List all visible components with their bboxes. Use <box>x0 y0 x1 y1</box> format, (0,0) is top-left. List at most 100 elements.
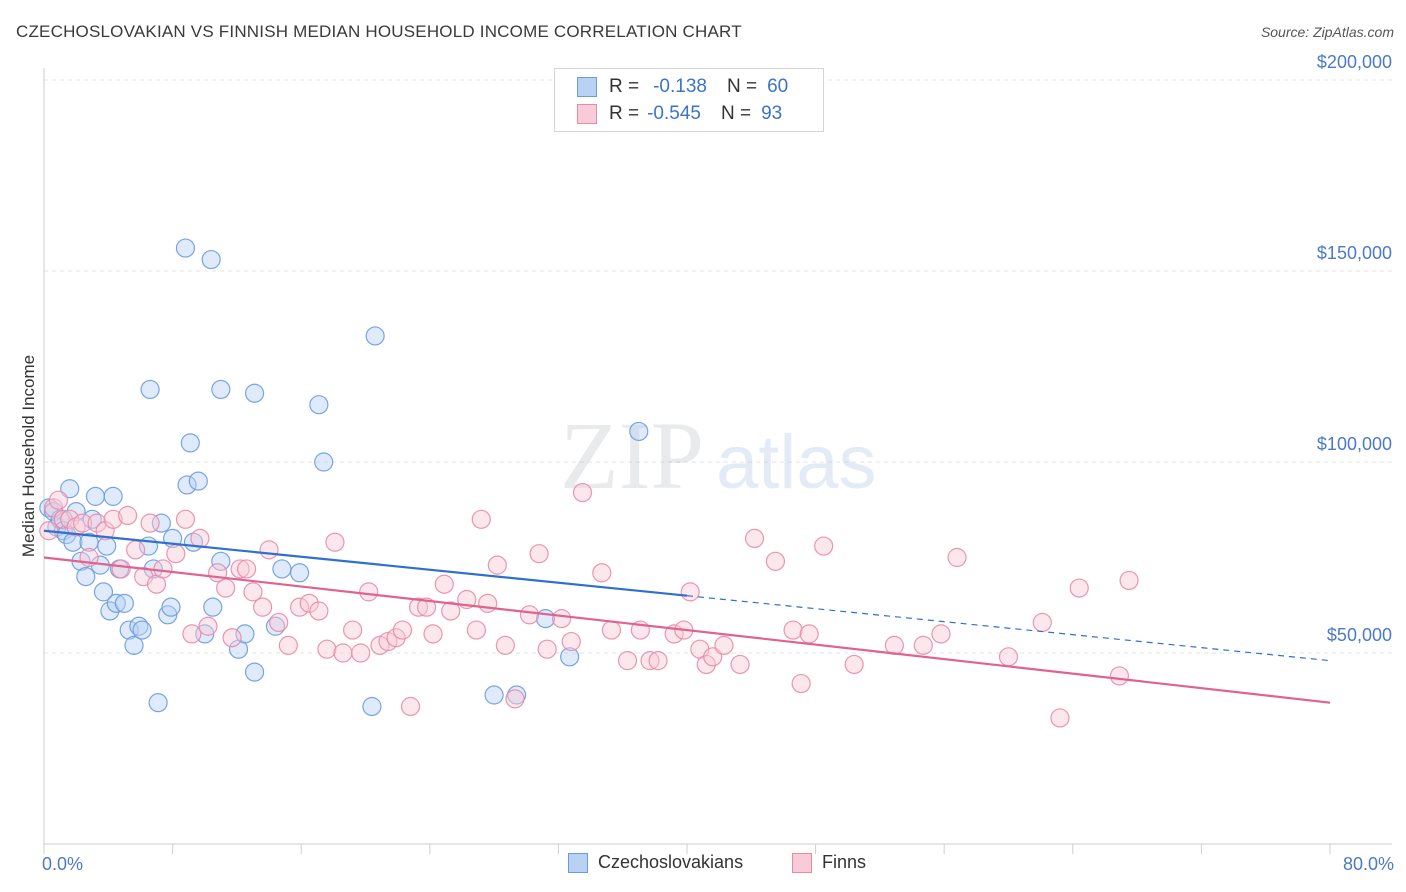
bottom-legend-czechoslovakians[interactable]: Czechoslovakians <box>568 852 743 873</box>
data-point <box>629 421 649 442</box>
data-point <box>1032 612 1052 633</box>
data-point <box>1109 666 1130 686</box>
data-point <box>85 486 106 506</box>
data-point <box>529 544 549 564</box>
data-point <box>680 582 700 602</box>
legend-n-label: N = <box>726 76 758 97</box>
watermark-atlas: atlas <box>716 420 877 505</box>
data-point <box>314 452 334 472</box>
data-point <box>495 635 515 655</box>
data-point <box>132 620 152 640</box>
data-point <box>230 559 250 579</box>
x-tick-label: 80.0% <box>1343 854 1394 874</box>
data-point <box>333 643 353 663</box>
watermark-zip: ZIP <box>560 402 704 509</box>
legend-r-value: -0.138 <box>653 76 707 97</box>
data-point <box>730 654 750 675</box>
y-axis-label: Median Household Income <box>19 355 38 557</box>
bottom-legend-label: Czechoslovakians <box>598 852 744 872</box>
data-point <box>60 479 80 499</box>
data-point <box>703 647 723 667</box>
data-point <box>1069 578 1089 598</box>
data-point <box>161 597 181 617</box>
source-label: Source: ZipAtlas.com <box>1260 24 1394 40</box>
data-point <box>48 490 69 510</box>
data-point <box>243 582 263 602</box>
data-point <box>744 528 765 549</box>
data-point <box>272 559 292 579</box>
data-point <box>87 513 107 533</box>
data-point <box>799 624 819 644</box>
data-point <box>289 563 310 583</box>
data-point <box>259 540 279 560</box>
data-point <box>434 574 454 594</box>
data-point <box>696 654 716 675</box>
data-point <box>269 612 289 633</box>
data-point <box>72 513 93 533</box>
data-point <box>351 643 371 663</box>
data-point <box>648 651 668 671</box>
legend-r-label: R = <box>609 76 640 97</box>
data-point <box>190 528 210 549</box>
data-point <box>471 509 491 529</box>
data-point <box>1119 570 1139 591</box>
data-point <box>244 662 265 682</box>
data-point <box>1050 708 1070 728</box>
data-point <box>884 635 904 655</box>
data-point <box>765 551 786 571</box>
data-point <box>400 696 421 717</box>
data-point <box>117 505 138 526</box>
data-point <box>103 509 123 529</box>
data-point <box>198 616 218 636</box>
data-point <box>140 379 160 400</box>
data-point <box>572 482 593 503</box>
data-point <box>299 593 319 613</box>
trend-line <box>43 529 688 597</box>
data-point <box>317 639 337 659</box>
y-tick-label: $100,000 <box>1317 434 1392 454</box>
y-tick-label: $50,000 <box>1327 625 1392 645</box>
data-point <box>95 521 115 541</box>
y-tick-labels: $50,000 $100,000 $150,000 $200,000 <box>1317 52 1392 645</box>
data-point <box>714 635 734 655</box>
data-point <box>640 651 660 671</box>
data-point <box>552 609 572 629</box>
data-point <box>103 486 123 506</box>
y-tick-label: $200,000 <box>1317 52 1392 72</box>
bottom-legend-finns[interactable]: Finns <box>792 852 866 873</box>
data-point <box>519 605 540 625</box>
data-point <box>180 433 200 453</box>
data-point <box>783 620 803 640</box>
legend-r-label: R = <box>609 103 640 124</box>
data-point <box>175 238 196 258</box>
data-point <box>791 673 811 694</box>
legend-r-value: -0.545 <box>647 103 701 124</box>
data-point <box>931 624 951 644</box>
data-point <box>505 689 525 709</box>
data-point <box>93 582 114 602</box>
data-point <box>441 601 461 621</box>
data-point <box>844 654 864 675</box>
data-point <box>343 620 363 640</box>
data-point <box>203 597 223 617</box>
data-point <box>386 628 406 648</box>
bottom-legend-swatch-pink <box>792 852 812 873</box>
data-point <box>140 513 160 533</box>
data-point <box>913 635 933 655</box>
correlation-legend: R = -0.138 N = 60 R = -0.545 N = 93 <box>554 68 824 132</box>
data-point <box>124 635 144 655</box>
x-tick-label: 0.0% <box>42 854 83 874</box>
data-point <box>359 582 379 602</box>
data-point <box>617 651 638 671</box>
trend-lines <box>43 529 1331 704</box>
data-point <box>182 624 202 644</box>
data-point <box>365 326 385 346</box>
data-point <box>592 563 612 583</box>
data-point <box>408 597 429 617</box>
data-point <box>537 639 557 659</box>
data-point <box>60 509 80 529</box>
trend-line <box>43 556 1331 704</box>
data-point <box>814 536 834 556</box>
data-point <box>325 532 345 552</box>
